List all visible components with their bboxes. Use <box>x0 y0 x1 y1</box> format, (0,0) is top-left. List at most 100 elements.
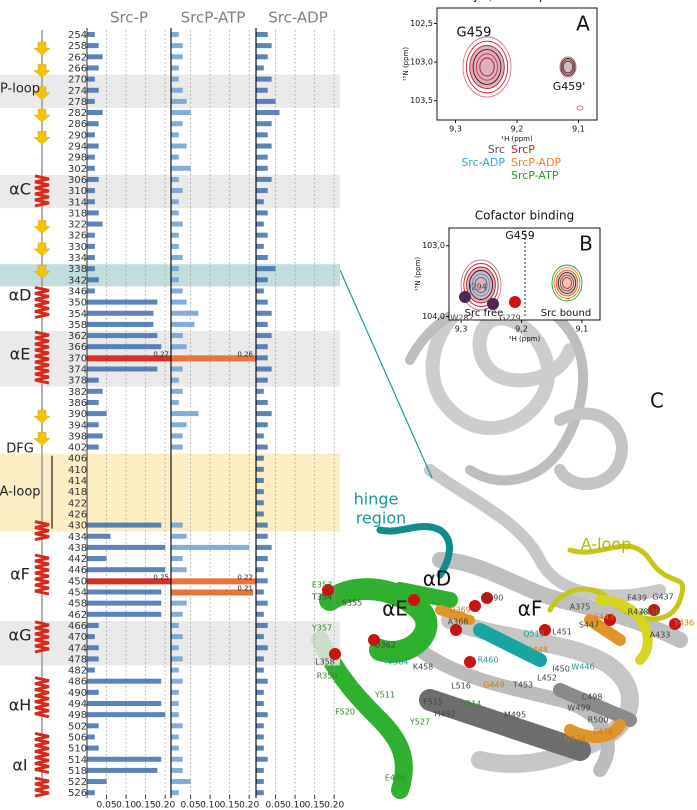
residue-label: 362 <box>68 331 87 342</box>
residue-label: 286 <box>68 119 87 130</box>
residue-label: 318 <box>68 208 87 219</box>
residue-dot <box>450 624 462 636</box>
bar <box>171 143 187 149</box>
bar <box>171 567 187 573</box>
bar <box>87 701 162 706</box>
bar <box>256 321 268 327</box>
panel-title: Src-ADP <box>268 9 328 27</box>
bar <box>171 756 183 762</box>
bar <box>171 611 183 617</box>
residue-dot <box>509 296 521 308</box>
bar <box>87 43 99 49</box>
residue-label: 390 <box>68 409 87 420</box>
residue-label: Q362 <box>374 641 396 650</box>
residue-label: 278 <box>68 97 87 108</box>
bar <box>256 779 264 785</box>
x-tick-label: 0.15 <box>136 801 156 810</box>
residue-label: 518 <box>68 766 87 777</box>
helix-glyph <box>34 553 50 596</box>
residue-label: Y357 <box>311 624 332 633</box>
bar <box>171 266 179 272</box>
residue-label: 498 <box>68 710 87 721</box>
bar <box>256 411 272 417</box>
contour <box>465 40 509 94</box>
bar <box>87 377 99 383</box>
residue-label: 262 <box>68 52 87 63</box>
peak-label: G459 <box>505 229 535 242</box>
bar <box>256 221 264 227</box>
bar <box>87 65 99 71</box>
bar <box>87 232 95 238</box>
strand-glyph <box>33 220 51 234</box>
residue-label: E476 <box>593 728 613 737</box>
bar <box>171 355 256 362</box>
structure-label: αI <box>12 756 27 775</box>
bar <box>171 154 179 160</box>
residue-label: Q474 <box>564 735 586 744</box>
bar <box>256 355 268 361</box>
bar <box>87 689 99 695</box>
bar <box>171 43 183 49</box>
bar <box>256 556 268 562</box>
residue-label: 506 <box>68 732 87 743</box>
helix-label: αE <box>382 597 408 621</box>
residue-label: Y511 <box>374 691 395 700</box>
x-tick-label: 0.10 <box>285 801 305 810</box>
residue-label: 414 <box>68 476 87 487</box>
bar <box>256 478 264 483</box>
bar <box>256 32 268 37</box>
residue-label: 358 <box>68 320 87 331</box>
y-axis-label: ¹⁵N (ppm) <box>402 47 410 82</box>
bar <box>87 321 154 327</box>
residue-label: S355 <box>342 599 362 608</box>
bar <box>256 65 264 71</box>
bar <box>256 54 268 60</box>
bar <box>256 255 268 260</box>
bar <box>87 723 99 729</box>
bar <box>87 143 99 149</box>
bar <box>256 377 268 383</box>
contour <box>475 53 499 81</box>
x-tick-label: 0.20 <box>155 801 175 810</box>
bar <box>171 522 183 528</box>
bar <box>87 578 171 585</box>
structure-label: A-loop <box>0 485 41 500</box>
bar <box>171 667 179 673</box>
contour <box>559 56 577 78</box>
residue-label: S447 <box>579 621 599 630</box>
bar <box>87 622 99 628</box>
residue-label: 478 <box>68 654 87 665</box>
bar <box>256 533 268 539</box>
x-tick-label: 9,2 <box>511 125 524 134</box>
residue-label: T453 <box>512 681 533 690</box>
bar <box>87 556 107 562</box>
residue-label: 366 <box>68 342 87 353</box>
bar <box>87 288 95 294</box>
bar <box>171 310 199 316</box>
bar <box>87 767 158 773</box>
bar <box>87 132 95 138</box>
strand-glyph <box>33 86 51 101</box>
residue-label: 346 <box>68 286 87 297</box>
bar <box>171 634 183 640</box>
legend-entry: SrcP-ATP <box>511 169 559 182</box>
bar <box>171 199 179 205</box>
bar <box>171 533 187 539</box>
residue-label: L516 <box>451 682 471 691</box>
residue-label: 386 <box>68 398 87 409</box>
bar <box>256 188 268 194</box>
bar <box>171 299 187 305</box>
residue-label: I294 <box>469 283 487 292</box>
structure-label: αD <box>9 286 32 305</box>
bar <box>171 701 179 706</box>
x-tick-label: 0.05 <box>266 801 286 810</box>
bar <box>87 444 99 450</box>
x-tick-label: 0.10 <box>116 801 136 810</box>
residue-label: 526 <box>68 788 87 799</box>
x-tick-label: 9,1 <box>576 325 589 334</box>
contour <box>460 259 502 311</box>
residue-dot <box>669 618 681 630</box>
residue-label: 342 <box>68 275 87 286</box>
bar <box>256 243 264 249</box>
contour <box>474 277 488 293</box>
